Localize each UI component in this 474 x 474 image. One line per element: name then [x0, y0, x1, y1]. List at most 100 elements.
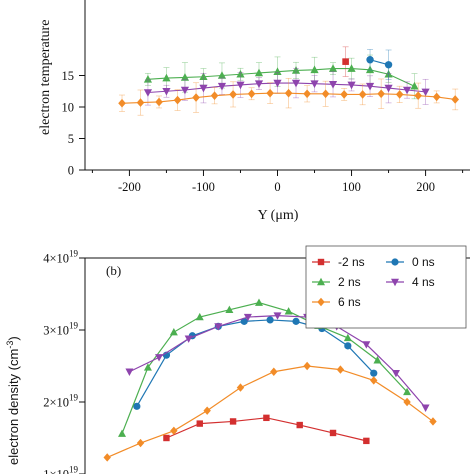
temperature-data-point: [347, 64, 356, 72]
density-data-point: [163, 434, 170, 442]
density-data-point: [136, 438, 145, 448]
temperature-x-tick-label: 200: [416, 180, 435, 194]
temperature-data-point: [451, 95, 459, 104]
density-series-line: [136, 319, 375, 407]
temperature-data-point: [291, 79, 301, 88]
legend-entry: 0 ns: [386, 255, 435, 269]
temperature-data-point: [173, 95, 182, 105]
temperature-data-point: [143, 89, 153, 97]
temperature-data-point: [432, 92, 441, 102]
temperature-data-point: [384, 61, 393, 69]
density-data-point: [284, 307, 293, 315]
density-data-point: [370, 376, 378, 385]
temperature-data-point: [303, 89, 311, 99]
temperature-data-point: [199, 84, 208, 93]
density-data-point: [263, 414, 270, 422]
density-data-point: [229, 418, 237, 425]
density-data-point: [292, 317, 300, 325]
legend-entry: 2 ns: [312, 275, 361, 289]
density-data-point: [270, 367, 278, 376]
legend-marker: [317, 297, 325, 307]
temperature-data-point: [328, 64, 338, 72]
temperature-data-point: [328, 81, 338, 89]
temperature-data-point: [247, 89, 256, 99]
density-panel: 4×1019 3×1019 2×1019 1×1019 (b) electron de…: [5, 245, 470, 474]
density-data-point: [363, 437, 370, 445]
temperature-data-point: [310, 65, 319, 74]
density-data-point: [373, 356, 382, 364]
density-data-point: [329, 429, 337, 437]
temperature-data-point: [402, 86, 412, 95]
temperature-panel: 0 5 10 15 -200 -100 0 100 200 electron temperatu…: [38, 0, 470, 223]
legend-entry: 4 ns: [386, 275, 435, 289]
legend-label: 0 ns: [412, 255, 435, 269]
density-series-line: [106, 365, 434, 458]
temperature-data-point: [254, 80, 264, 88]
density-data-point: [362, 341, 371, 349]
temperature-data-point: [118, 98, 126, 108]
temperature-data-point: [192, 93, 200, 102]
legend-label: 4 ns: [412, 275, 435, 289]
temperature-data-point: [340, 90, 348, 99]
density-data-point: [103, 453, 111, 462]
temperature-data-point: [162, 73, 171, 82]
density-data-point: [170, 426, 178, 435]
temperature-data-point: [266, 88, 274, 98]
temperature-data-point: [236, 81, 245, 90]
density-legend: -2 ns 0 ns 2 ns 4 ns 6 ns: [305, 245, 467, 329]
density-data-point: [370, 369, 378, 377]
legend-label: 6 ns: [338, 295, 361, 309]
temperature-data-point: [162, 87, 171, 96]
density-data-point: [118, 429, 127, 437]
temperature-y-tick-label: 15: [62, 69, 75, 83]
density-data-point: [336, 365, 345, 374]
density-y-tick-label: 1×1019: [43, 465, 78, 474]
temperature-data-point: [136, 98, 145, 107]
temperature-data-point: [310, 80, 319, 88]
density-data-point: [303, 361, 311, 371]
legend-label: -2 ns: [338, 255, 365, 269]
legend-marker: [317, 258, 325, 266]
temperature-y-tick-label: 10: [62, 101, 75, 115]
density-data-point: [196, 420, 203, 427]
density-data-point: [125, 368, 134, 376]
temperature-data-point: [410, 81, 419, 90]
density-y-tick-label: 4×1019: [43, 249, 78, 266]
temperature-data-point: [273, 67, 282, 76]
density-data-point: [343, 333, 352, 342]
density-data-point: [403, 387, 412, 396]
temperature-data-point: [273, 79, 282, 88]
temperature-data-point: [421, 88, 430, 97]
density-data-point: [155, 354, 164, 362]
density-data-point: [184, 335, 193, 343]
temperature-data-point: [284, 88, 293, 98]
density-data-point: [391, 370, 400, 378]
density-data-point: [214, 323, 223, 331]
temperature-y-tick-label: 5: [68, 132, 74, 146]
density-data-point: [344, 342, 352, 350]
temperature-data-point: [395, 90, 404, 99]
legend-marker: [391, 258, 399, 266]
density-y-tick-label: 3×1019: [43, 321, 78, 338]
density-data-point: [169, 327, 178, 336]
density-data-point: [403, 397, 411, 407]
legend-label: 2 ns: [338, 275, 361, 289]
density-data-point: [273, 312, 282, 320]
temperature-data-point: [347, 81, 356, 90]
density-data-point: [243, 313, 252, 322]
temperature-data-point: [365, 82, 375, 91]
density-data-point: [254, 298, 263, 306]
density-data-point: [266, 316, 274, 324]
temperature-data-point: [366, 56, 374, 64]
temperature-data-point: [414, 91, 422, 100]
temperature-data-point: [180, 73, 190, 81]
density-series-line: [166, 417, 367, 442]
density-data-point: [133, 402, 141, 410]
density-data-point: [296, 421, 303, 429]
legend-entry: -2 ns: [312, 255, 365, 269]
temperature-data-point: [321, 89, 330, 99]
temperature-series-line: [147, 82, 426, 94]
density-data-point: [225, 305, 234, 314]
temperature-data-point: [210, 91, 219, 100]
